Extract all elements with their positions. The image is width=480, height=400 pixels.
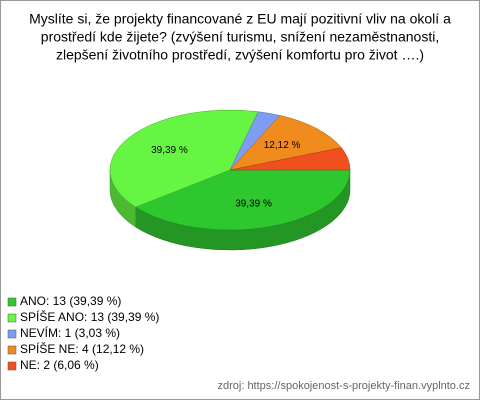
legend-label: SPÍŠE ANO: 13 (39,39 %) [20,309,159,324]
legend-swatch [7,329,17,339]
legend-swatch [7,361,17,371]
chart-title: prostředí kde žijete? (zvýšení turismu, … [41,29,439,45]
data-label: 39,39 % [235,199,272,210]
chart-title: zlepšení životního prostředí, zvýšení ko… [56,47,424,63]
slice [135,169,351,231]
slice [229,115,342,171]
source: zdroj: https://spokojenost-s-projekty-fi… [217,380,470,392]
data-label: 39,39 % [151,145,188,156]
slice [229,147,351,171]
data-label: 12,12 % [264,140,301,151]
legend-label: ANO: 13 (39,39 %) [20,294,121,308]
chart-title: Myslíte si, že projekty financované z EU… [29,11,451,27]
legend-swatch [7,297,17,307]
legend-label: NEVÍM: 1 (3,03 %) [20,325,120,340]
legend-swatch [7,345,17,355]
legend-label: SPÍŠE NE: 4 (12,12 %) [20,341,144,356]
legend-swatch [7,313,17,323]
legend-label: NE: 2 (6,06 %) [20,358,99,372]
slice [109,109,259,208]
